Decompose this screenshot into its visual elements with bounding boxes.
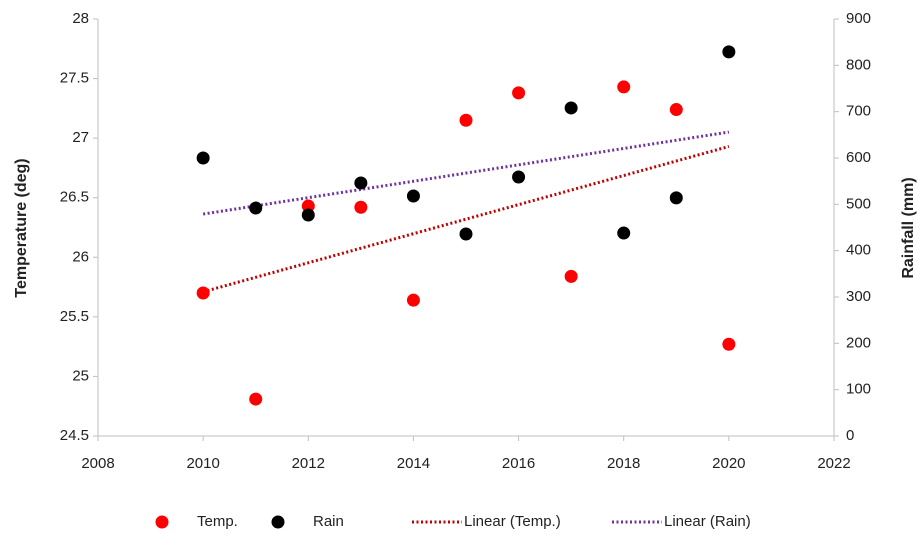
point <box>301 199 315 213</box>
point <box>406 189 420 203</box>
y2-axis-label: Rainfall (mm) <box>900 177 917 278</box>
y2-tick-label: 300 <box>846 288 871 305</box>
legend-marker <box>271 515 285 529</box>
y2-tick-label: 500 <box>846 195 871 212</box>
y2-tick-label: 400 <box>846 242 871 259</box>
y-tick-label: 24.5 <box>60 427 89 444</box>
y2-tick-label: 200 <box>846 334 871 351</box>
y2-tick-label: 600 <box>846 149 871 166</box>
x-tick-label: 2020 <box>712 455 745 472</box>
point <box>459 113 473 127</box>
x-tick-label: 2008 <box>81 455 114 472</box>
x-tick-label: 2012 <box>292 455 325 472</box>
y2-tick-label: 900 <box>846 10 871 27</box>
point <box>459 227 473 241</box>
y-tick-label: 26.5 <box>60 189 89 206</box>
x-tick-label: 2022 <box>817 455 850 472</box>
x-tick-label: 2014 <box>397 455 430 472</box>
point <box>722 337 736 351</box>
point <box>617 226 631 240</box>
y2-tick-label: 0 <box>846 427 854 444</box>
y-axis-label: Temperature (deg) <box>13 158 30 297</box>
point <box>722 45 736 59</box>
y2-tick-label: 100 <box>846 381 871 398</box>
point <box>354 200 368 214</box>
legend-label: Linear (Rain) <box>664 513 751 530</box>
point <box>354 176 368 190</box>
y-tick-label: 27 <box>72 129 89 146</box>
point <box>617 80 631 94</box>
x-tick-label: 2016 <box>502 455 535 472</box>
point <box>196 151 210 165</box>
point <box>301 208 315 222</box>
point <box>669 103 683 117</box>
point <box>406 293 420 307</box>
point <box>512 170 526 184</box>
point <box>564 101 578 115</box>
y-tick-label: 25 <box>72 367 89 384</box>
trend-line <box>202 130 730 216</box>
point <box>196 286 210 300</box>
y-tick-label: 25.5 <box>60 308 89 325</box>
y2-tick-label: 700 <box>846 103 871 120</box>
y-tick-label: 28 <box>72 10 89 27</box>
y-tick-label: 26 <box>72 248 89 265</box>
point <box>564 269 578 283</box>
y2-tick-label: 800 <box>846 56 871 73</box>
point <box>669 191 683 205</box>
legend-marker <box>155 515 169 529</box>
trend-line <box>202 145 730 294</box>
x-tick-label: 2010 <box>186 455 219 472</box>
legend-label: Temp. <box>197 513 238 530</box>
x-tick-label: 2018 <box>607 455 640 472</box>
point <box>249 392 263 406</box>
y-tick-label: 27.5 <box>60 70 89 87</box>
legend-label: Linear (Temp.) <box>464 513 561 530</box>
legend-label: Rain <box>313 513 344 530</box>
point <box>249 201 263 215</box>
point <box>512 86 526 100</box>
